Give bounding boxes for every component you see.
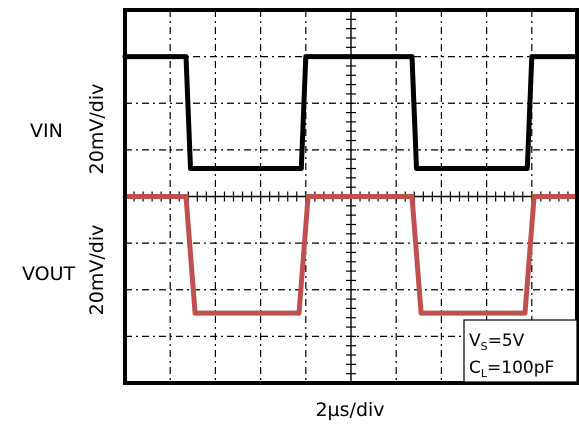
vout-trace [122,194,579,316]
series-label-vin: VIN [30,120,63,142]
traces [122,54,579,316]
conditions-box: VS=5V CL=100pF [463,319,578,383]
vout-scale-label: 20mV/div [86,225,108,316]
plot-frame [123,8,579,385]
series-label-vout: VOUT [22,263,76,285]
load-capacitance-note: CL=100pF [469,358,554,380]
supply-voltage-note: VS=5V [469,331,525,353]
vin-trace [122,54,579,171]
vin-scale-label: 20mV/div [86,84,108,175]
x-axis-label: 2µs/div [315,399,384,421]
